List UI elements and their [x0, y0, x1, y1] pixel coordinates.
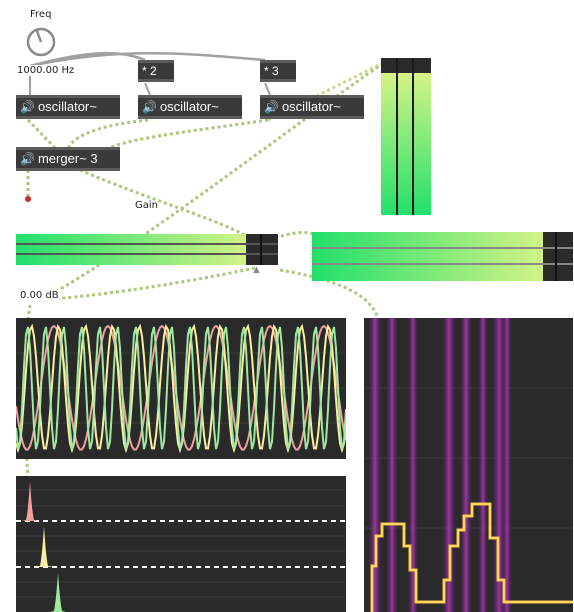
- dial-icon[interactable]: [25, 26, 57, 58]
- oscillator-1-label: oscillator~: [37, 99, 97, 114]
- speaker-icon: 🔊: [20, 152, 35, 166]
- merger-object[interactable]: 🔊 merger~ 3: [16, 147, 120, 171]
- oscillator-3-label: oscillator~: [281, 99, 341, 114]
- spectrogram-image: [364, 318, 573, 612]
- multiply-3-box[interactable]: * 3: [260, 60, 296, 82]
- spectrum-traces: [16, 481, 346, 612]
- oscillator-1[interactable]: 🔊 oscillator~: [16, 95, 120, 119]
- spectrum-display: [16, 476, 346, 612]
- multiply-2-box[interactable]: * 2: [138, 60, 174, 82]
- scope-display: [16, 318, 346, 459]
- vertical-meter: [381, 58, 431, 215]
- oscillator-2[interactable]: 🔊 oscillator~: [138, 95, 242, 119]
- gain-slider[interactable]: [16, 234, 278, 265]
- scope-waveforms: [16, 323, 346, 454]
- gain-label: Gain: [135, 200, 158, 211]
- speaker-icon: 🔊: [264, 100, 279, 114]
- freq-value: 1000.00 Hz: [17, 65, 75, 76]
- gain-value: 0.00 dB: [20, 290, 59, 301]
- horizontal-meter: [312, 232, 573, 281]
- merger-outlet-dot: [25, 196, 31, 202]
- oscillator-2-label: oscillator~: [159, 99, 219, 114]
- oscillator-3[interactable]: 🔊 oscillator~: [260, 95, 364, 119]
- speaker-icon: 🔊: [142, 100, 157, 114]
- merger-label: merger~ 3: [37, 151, 98, 166]
- freq-label: Freq: [30, 9, 52, 20]
- spectrogram-display: [364, 318, 573, 612]
- speaker-icon: 🔊: [20, 100, 35, 114]
- gain-triangle-icon[interactable]: ▲: [251, 264, 262, 276]
